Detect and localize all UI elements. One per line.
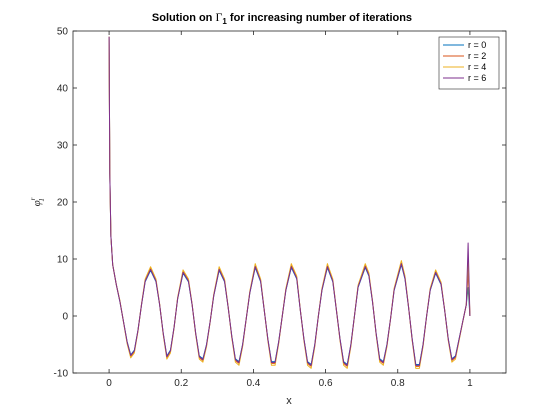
x-tick-label: 1 bbox=[467, 378, 473, 389]
chart-title: Solution on Γ1 for increasing number of … bbox=[152, 10, 412, 26]
axis-ticks: 0 0.2 0.4 0.6 0.8 1 -10 0 10 20 30 40 50 bbox=[54, 27, 506, 389]
y-tick-label: 40 bbox=[57, 84, 69, 95]
x-tick-label: 0.2 bbox=[174, 378, 188, 389]
legend: r = 0r = 2r = 4r = 6 bbox=[438, 36, 500, 90]
y-axis-label: φr1 bbox=[29, 197, 46, 206]
series-group bbox=[108, 36, 471, 369]
legend-label: r = 2 bbox=[468, 51, 486, 61]
svg-text:φr1: φr1 bbox=[29, 197, 46, 206]
plot-area bbox=[72, 30, 507, 374]
y-tick-label: -10 bbox=[54, 369, 69, 380]
x-tick-label: 0 bbox=[106, 378, 112, 389]
legend-label: r = 0 bbox=[468, 40, 486, 50]
y-tick-label: 20 bbox=[57, 198, 69, 209]
x-tick-label: 0.6 bbox=[319, 378, 333, 389]
y-tick-label: 10 bbox=[57, 255, 69, 266]
x-tick-label: 0.8 bbox=[391, 378, 405, 389]
y-tick-label: 30 bbox=[57, 141, 69, 152]
x-tick-label: 0.4 bbox=[246, 378, 260, 389]
legend-label: r = 4 bbox=[468, 62, 486, 72]
y-tick-label: 0 bbox=[62, 312, 68, 323]
x-axis-label: x bbox=[286, 395, 292, 407]
legend-label: r = 6 bbox=[468, 73, 486, 83]
series-line-r6 bbox=[108, 36, 471, 366]
y-tick-label: 50 bbox=[57, 27, 69, 38]
legend-box bbox=[438, 36, 500, 90]
